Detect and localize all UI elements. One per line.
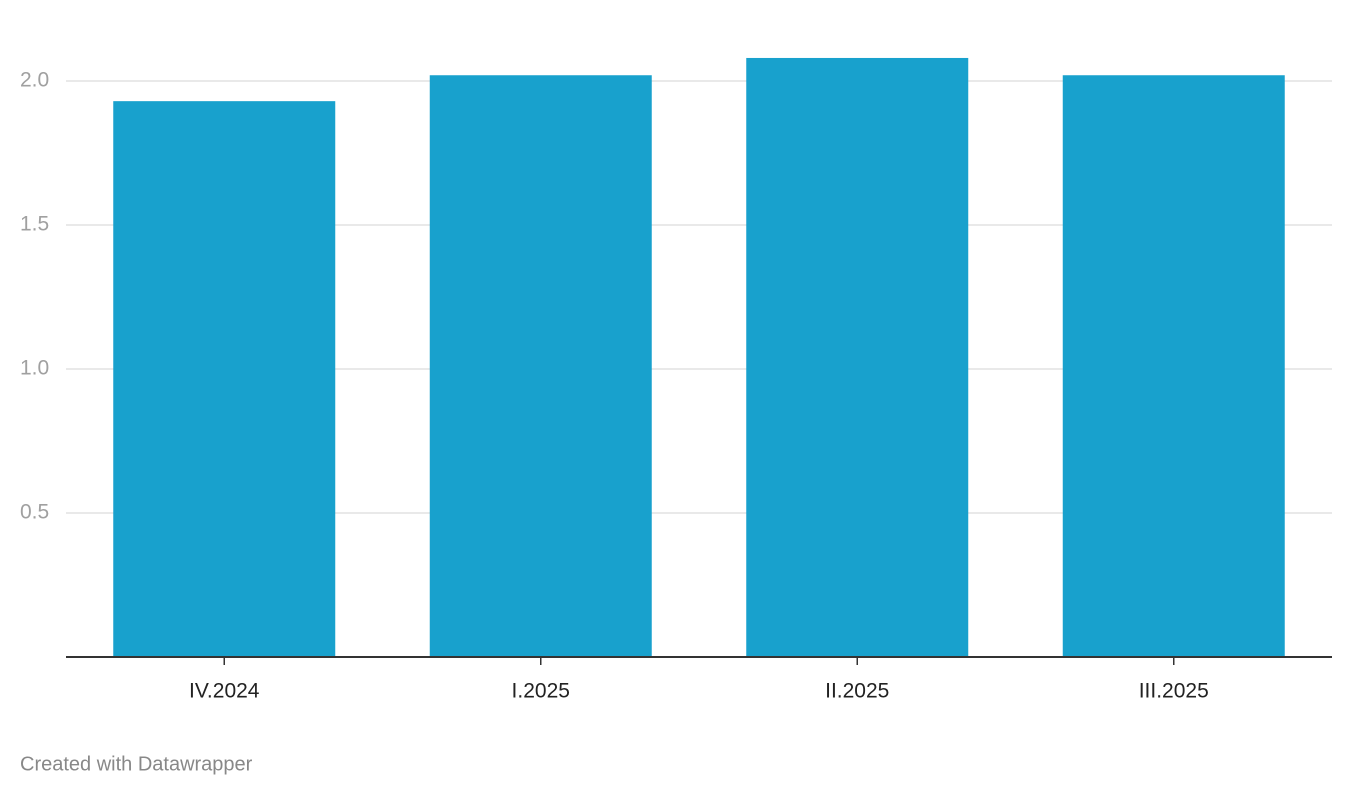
bar: [113, 101, 336, 657]
x-tick-label: III.2025: [1139, 680, 1209, 703]
y-tick-label: 1.0: [20, 357, 49, 380]
y-tick-label: 1.5: [20, 213, 49, 236]
y-tick-label: 0.5: [20, 501, 49, 524]
x-tick-label: II.2025: [825, 680, 889, 703]
bar: [429, 75, 652, 658]
x-tick-label: IV.2024: [189, 680, 260, 703]
x-tick-label: I.2025: [512, 680, 570, 703]
footer: Created with Datawrapper: [20, 753, 253, 775]
bar: [746, 57, 969, 657]
y-tick-label: 2.0: [20, 69, 49, 92]
bar: [1062, 75, 1285, 658]
